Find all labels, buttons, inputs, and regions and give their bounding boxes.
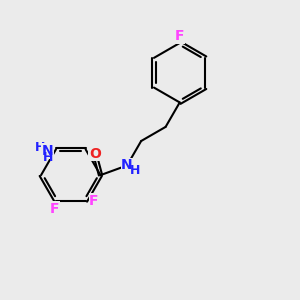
Text: H: H: [34, 140, 45, 154]
Text: N: N: [42, 144, 53, 158]
Text: O: O: [89, 147, 101, 160]
Text: H: H: [42, 151, 53, 164]
Text: F: F: [89, 194, 99, 208]
Text: H: H: [130, 164, 140, 177]
Text: N: N: [121, 158, 133, 172]
Text: F: F: [50, 202, 59, 216]
Text: F: F: [175, 29, 184, 44]
